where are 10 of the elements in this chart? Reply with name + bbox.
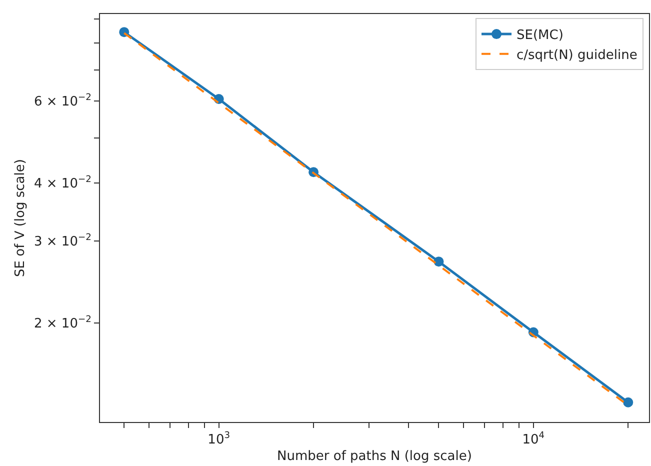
- x-tick-label: 10$^{3}$: [208, 431, 230, 448]
- y-tick-label: 3 × 10$^{−2}$: [34, 233, 92, 250]
- y-tick-label: 6 × 10$^{−2}$: [34, 93, 92, 110]
- x-axis-title: Number of paths N (log scale): [277, 449, 472, 464]
- x-tick-label: 10$^{4}$: [522, 431, 545, 448]
- legend-label: SE(MC): [516, 28, 564, 44]
- y-tick-label: 2 × 10$^{−2}$: [34, 315, 92, 332]
- y-axis-title: SE of V (log scale): [12, 159, 28, 277]
- y-tick-label: 4 × 10$^{−2}$: [34, 175, 92, 192]
- legend-label: c/sqrt(N) guideline: [516, 48, 638, 63]
